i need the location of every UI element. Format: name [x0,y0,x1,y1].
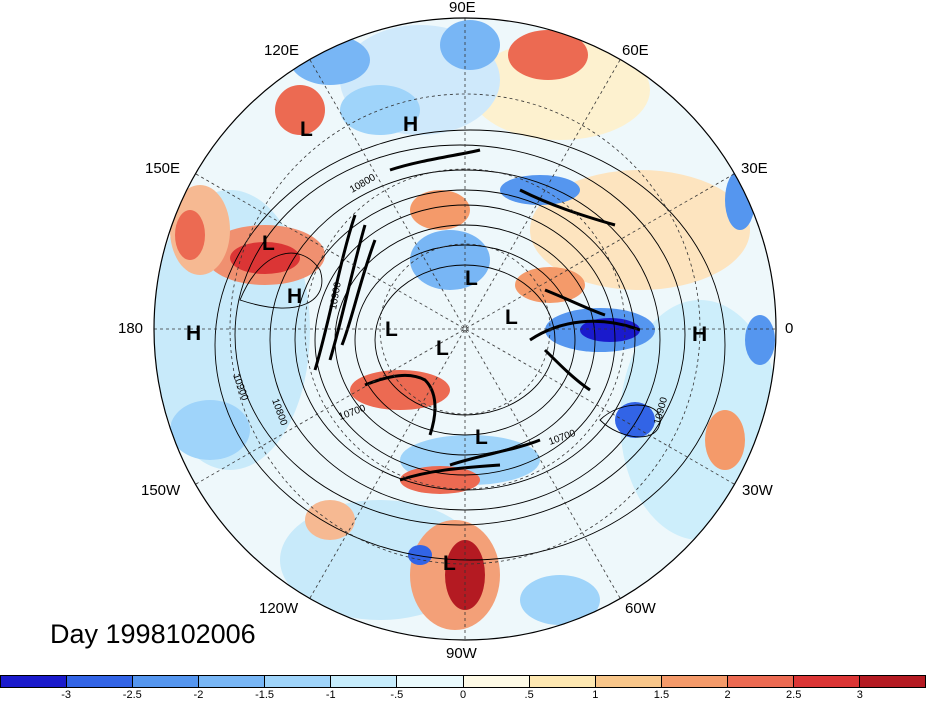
colorbar-tick-label: -1 [325,689,336,701]
colorbar-segment [199,676,266,687]
pressure-center-low: L [262,232,275,255]
colorbar-segment [331,676,398,687]
colorbar-segment [727,676,794,687]
pressure-center-low: L [385,318,398,341]
lon-label-90e: 90E [449,0,476,16]
pressure-center-low: L [505,306,518,329]
colorbar-segment [133,676,200,687]
colorbar-ticks: -3 -2.5 -2 -1.5 -1 -.5 0 .5 1 1.5 2 2.5 3 [0,689,928,702]
colorbar-tick-label: .5 [524,689,534,701]
colorbar-segment [793,676,861,687]
pressure-center-high: H [403,113,418,136]
lon-label-120e: 120E [264,42,300,59]
pressure-center-low: L [300,118,313,141]
lon-label-30e: 30E [741,160,768,177]
pressure-center-low: L [436,337,449,360]
lon-label-150w: 150W [141,482,181,499]
contour-label: 10900 [328,281,344,311]
pressure-center-high: H [287,285,302,308]
colorbar-tick-label: -1.5 [255,689,275,701]
graticule [154,18,776,640]
colorbar-segment [67,676,134,687]
lon-label-180: 180 [118,320,144,337]
lon-label-90w: 90W [446,645,477,662]
colorbar-tick-label: 0 [459,689,467,701]
colorbar-tick-label: -.5 [390,689,404,701]
colorbar-segment [1,676,68,687]
colorbar-segment [595,676,662,687]
lon-label-150e: 150E [145,160,181,177]
colorbar-segment [860,676,926,687]
pressure-center-low: L [443,552,456,575]
colorbar-tick-label: 2.5 [786,689,802,701]
colorbar-tick-label: 3 [856,689,863,701]
pressure-center-high: H [692,323,707,346]
lon-label-120w: 120W [259,600,299,617]
colorbar [0,675,926,688]
colorbar-tick-label: 2 [724,689,731,701]
lon-label-60w: 60W [625,600,656,617]
lon-label-60e: 60E [622,42,649,59]
map-boundary [153,17,777,641]
pressure-center-high: H [186,322,201,345]
colorbar-tick-label: -2 [193,689,204,701]
pressure-center-low: L [465,267,478,290]
lon-label-0: 0 [785,320,794,337]
colorbar-segment [265,676,332,687]
lon-label-30w: 30W [742,482,773,499]
day-label: Day 1998102006 [50,619,256,649]
colorbar-segment [529,676,596,687]
colorbar-segment [661,676,728,687]
colorbar-segment [463,676,530,687]
colorbar-tick-label: 1 [592,689,599,701]
colorbar-tick-label: 1.5 [653,689,670,701]
colorbar-tick-label: -3 [61,689,72,701]
colorbar-segment [397,676,464,687]
colorbar-tick-label: -2.5 [122,689,142,701]
polar-map: 10800 10900 10900 10800 10700 10700 1090… [153,17,777,641]
pressure-center-low: L [475,426,488,449]
